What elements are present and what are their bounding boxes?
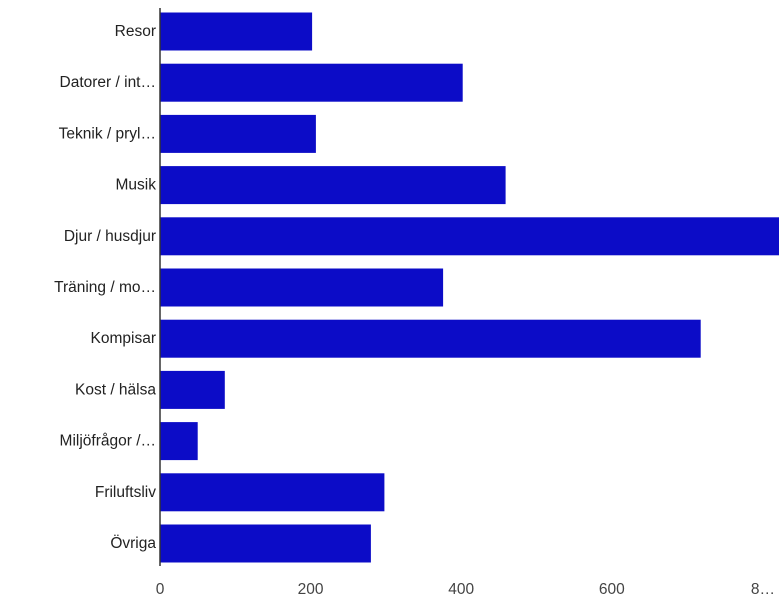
bar-4 xyxy=(160,217,779,256)
bar-6 xyxy=(160,319,701,358)
bar-8 xyxy=(160,422,198,461)
category-label-7: Kost / hälsa xyxy=(75,381,156,398)
category-label-10: Övriga xyxy=(110,534,156,552)
x-tick-label-2: 400 xyxy=(448,581,474,598)
category-label-2: Teknik / pryl… xyxy=(59,125,156,142)
x-tick-label-4: 8… xyxy=(751,581,775,598)
bar-0 xyxy=(160,12,313,51)
x-tick-label-0: 0 xyxy=(156,581,165,598)
x-tick-label-1: 200 xyxy=(298,581,324,598)
bar-9 xyxy=(160,473,385,512)
category-label-4: Djur / husdjur xyxy=(64,228,156,245)
category-label-5: Träning / mo… xyxy=(54,279,156,296)
category-label-3: Musik xyxy=(116,177,157,194)
category-label-9: Friluftsliv xyxy=(95,484,156,501)
x-tick-labels-group: 0 200 400 600 8… xyxy=(156,581,775,598)
bar-1 xyxy=(160,63,463,102)
x-tick-label-3: 600 xyxy=(599,581,625,598)
category-label-6: Kompisar xyxy=(91,330,156,347)
bar-7 xyxy=(160,370,225,409)
bars-group xyxy=(160,12,779,563)
category-labels-group: Resor Datorer / int… Teknik / pryl… Musik Dj… xyxy=(54,23,156,552)
category-label-8: Miljöfrågor /… xyxy=(60,433,156,450)
category-label-1: Datorer / int… xyxy=(60,74,156,91)
bar-2 xyxy=(160,114,316,153)
bar-10 xyxy=(160,524,371,563)
bar-3 xyxy=(160,166,506,205)
category-label-0: Resor xyxy=(115,23,156,40)
bar-5 xyxy=(160,268,444,307)
